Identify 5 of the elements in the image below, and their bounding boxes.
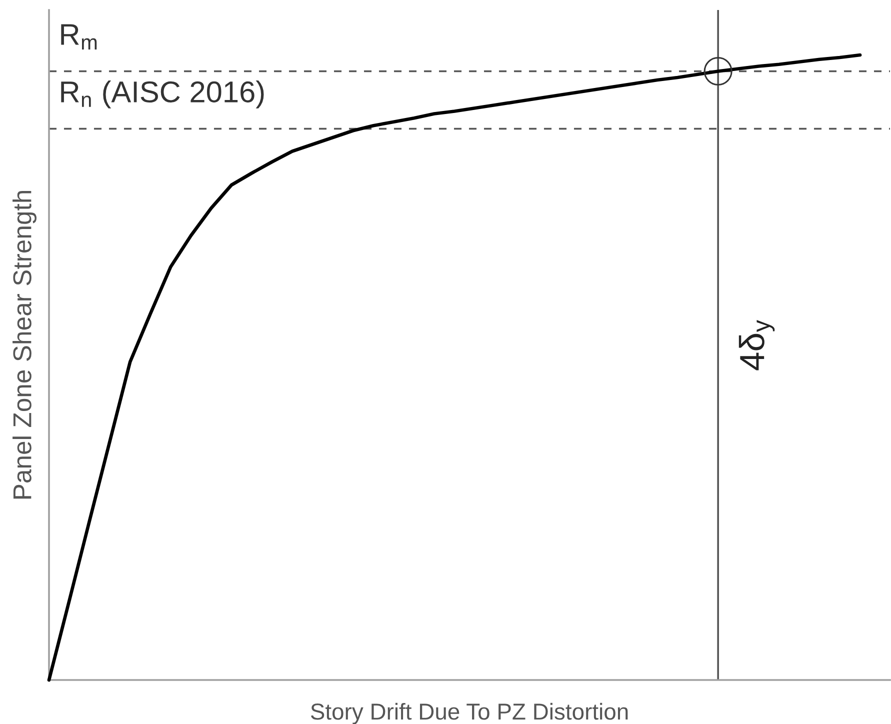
annotation: 4δ$_{y}$ (738, 320, 775, 370)
ref-line-label: R$_{n}$ (AISC 2016) (61, 80, 264, 108)
x-axis-title: Story Drift Due To PZ Distortion (310, 702, 628, 724)
ref-line-label: R$_{m}$ (61, 24, 97, 50)
y-axis-title: Panel Zone Shear Strength (12, 190, 36, 499)
